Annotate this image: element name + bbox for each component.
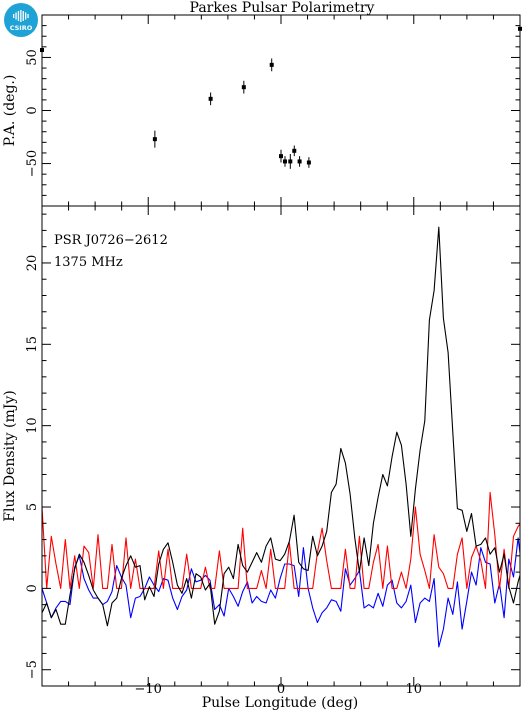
logo-text: CSIRO [10, 24, 33, 32]
pa-ytick-label: 50 [25, 49, 40, 66]
pa-point [292, 148, 297, 153]
flux-ytick-label: 5 [25, 503, 40, 511]
pa-point [269, 62, 274, 67]
pa-point [241, 85, 246, 90]
flux-xlabel: Pulse Longitude (deg) [202, 695, 359, 710]
pa-ytick-label: −50 [25, 150, 40, 177]
flux-profile-panel: −5 0 5 10 15 20 −10 0 10 Pulse Longitude (deg) Flu… [2, 205, 521, 710]
pa-point [208, 96, 213, 101]
flux-line-linear [42, 491, 520, 589]
pa-point [152, 137, 157, 142]
flux-line-total [42, 226, 520, 627]
logo-bar [27, 14, 29, 18]
pa-point [306, 160, 311, 165]
flux-ytick-label: 20 [25, 255, 40, 272]
pa-point [518, 26, 522, 31]
logo-bar [20, 10, 22, 22]
pa-point [279, 154, 283, 159]
pa-ylabel: P.A. (deg.) [2, 75, 18, 147]
flux-xtick-label: −10 [135, 682, 162, 697]
flux-frame [41, 205, 521, 687]
logo-bar [15, 12, 17, 20]
flux-xtick-label: 0 [277, 682, 285, 697]
csiro-logo: CSIRO [4, 3, 38, 37]
flux-ytick-label: 0 [25, 584, 40, 592]
flux-ytick-label: 10 [25, 417, 40, 434]
flux-annotation: 1375 MHz [54, 255, 123, 270]
logo-bar [17, 11, 20, 21]
pa-point [288, 159, 293, 164]
logo-bar [22, 11, 24, 21]
flux-ytick-label: 15 [25, 336, 40, 353]
logo-bar [25, 12, 27, 20]
logo-bar [13, 14, 15, 18]
flux-xtick-label: 10 [406, 682, 423, 697]
flux-annotation: PSR J0726−2612 [54, 233, 168, 248]
pa-point [40, 48, 44, 53]
position-angle-panel: −50 0 50 P.A. (deg.) [2, 14, 522, 207]
flux-line-circular [42, 537, 520, 648]
pa-ytick-label: 0 [25, 106, 40, 114]
flux-ylabel: Flux Density (mJy) [2, 390, 18, 521]
chart-title: Parkes Pulsar Polarimetry [190, 0, 375, 16]
pa-point [282, 159, 287, 164]
flux-ytick-label: −5 [25, 660, 40, 679]
pa-point [297, 159, 302, 164]
pa-frame [41, 14, 521, 207]
flux-series-group [42, 226, 520, 648]
